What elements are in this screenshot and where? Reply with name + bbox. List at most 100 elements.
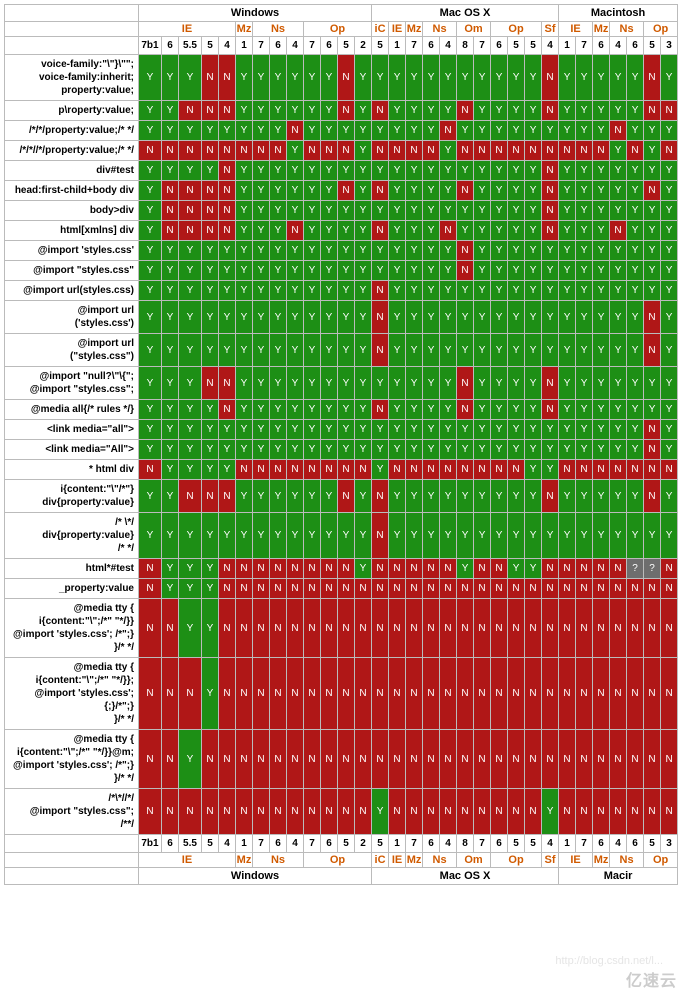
row-label: p\roperty:value; <box>5 101 139 121</box>
support-cell: N <box>627 789 644 835</box>
support-cell: N <box>236 599 253 658</box>
support-cell: Y <box>355 400 372 420</box>
support-cell: N <box>162 201 179 221</box>
support-cell: Y <box>525 261 542 281</box>
support-cell: Y <box>236 55 253 101</box>
support-cell: N <box>644 334 661 367</box>
support-cell: Y <box>287 201 304 221</box>
support-cell: N <box>372 730 389 789</box>
support-cell: Y <box>139 301 162 334</box>
support-cell: Y <box>389 480 406 513</box>
support-cell: Y <box>627 334 644 367</box>
row-label: /*/*//*/property:value;/* */ <box>5 141 139 161</box>
support-cell: Y <box>270 101 287 121</box>
support-cell: Y <box>423 301 440 334</box>
support-cell: Y <box>457 440 474 460</box>
support-cell: Y <box>321 400 338 420</box>
support-cell: N <box>457 460 474 480</box>
support-cell: N <box>661 730 678 789</box>
support-cell: N <box>542 480 559 513</box>
support-cell: Y <box>423 121 440 141</box>
support-cell: Y <box>491 420 508 440</box>
support-cell: Y <box>406 181 423 201</box>
row-label: div#test <box>5 161 139 181</box>
support-cell: Y <box>627 420 644 440</box>
row-label: @import "null?\"\{"; @import "styles.css… <box>5 367 139 400</box>
support-cell: Y <box>253 55 270 101</box>
support-cell: Y <box>661 241 678 261</box>
support-cell: Y <box>525 121 542 141</box>
support-cell: Y <box>593 201 610 221</box>
support-cell: Y <box>179 367 202 400</box>
support-cell: Y <box>139 221 162 241</box>
support-cell: Y <box>287 181 304 201</box>
support-cell: N <box>202 181 219 201</box>
support-cell: N <box>457 181 474 201</box>
support-cell: Y <box>525 480 542 513</box>
support-cell: N <box>627 579 644 599</box>
support-cell: N <box>389 789 406 835</box>
table-row: body>divYNNNNYYYYYYYYYYYYYYYYYYNYYYYYYY <box>5 201 678 221</box>
support-cell: N <box>219 579 236 599</box>
support-cell: N <box>338 141 355 161</box>
browser-header: Ns <box>610 22 644 37</box>
support-cell: Y <box>179 334 202 367</box>
row-label: <link media="All"> <box>5 440 139 460</box>
support-cell: Y <box>179 241 202 261</box>
support-cell: N <box>321 599 338 658</box>
support-cell: N <box>304 559 321 579</box>
support-cell: N <box>474 579 491 599</box>
support-cell: Y <box>576 400 593 420</box>
support-cell: N <box>627 460 644 480</box>
support-cell: N <box>610 221 627 241</box>
support-cell: N <box>423 599 440 658</box>
support-cell: Y <box>270 440 287 460</box>
support-cell: N <box>355 658 372 730</box>
support-cell: Y <box>661 440 678 460</box>
support-cell: N <box>355 460 372 480</box>
support-cell: Y <box>457 201 474 221</box>
support-cell: N <box>389 730 406 789</box>
support-cell: Y <box>270 161 287 181</box>
support-cell: Y <box>304 281 321 301</box>
support-cell: Y <box>491 101 508 121</box>
support-cell: N <box>610 789 627 835</box>
support-cell: N <box>219 367 236 400</box>
support-cell: Y <box>661 55 678 101</box>
support-cell: Y <box>236 480 253 513</box>
row-label: @media tty { i{content:"\";/*" "*/}} @im… <box>5 599 139 658</box>
support-cell: Y <box>661 400 678 420</box>
support-cell: Y <box>474 480 491 513</box>
support-cell: N <box>423 460 440 480</box>
support-cell: Y <box>508 261 525 281</box>
support-cell: N <box>162 221 179 241</box>
support-cell: N <box>474 730 491 789</box>
support-cell: Y <box>644 281 661 301</box>
support-cell: Y <box>610 334 627 367</box>
support-cell: Y <box>525 181 542 201</box>
version-header: 5 <box>372 37 389 55</box>
browser-header: Ns <box>253 22 304 37</box>
support-cell: Y <box>253 334 270 367</box>
support-cell: Y <box>661 420 678 440</box>
table-row: _property:valueNYYYNNNNNNNNNNNNNNNNNNNNN… <box>5 579 678 599</box>
support-cell: N <box>576 730 593 789</box>
support-cell: N <box>253 559 270 579</box>
support-cell: N <box>304 579 321 599</box>
version-header: 7 <box>253 37 270 55</box>
support-cell: Y <box>338 513 355 559</box>
support-cell: N <box>389 658 406 730</box>
support-cell: Y <box>406 513 423 559</box>
support-cell: Y <box>162 480 179 513</box>
support-cell: N <box>474 599 491 658</box>
support-cell: N <box>406 141 423 161</box>
support-cell: Y <box>179 301 202 334</box>
support-cell: Y <box>202 334 219 367</box>
support-cell: Y <box>406 420 423 440</box>
support-cell: N <box>559 460 576 480</box>
support-cell: N <box>304 658 321 730</box>
support-cell: Y <box>593 513 610 559</box>
support-cell: N <box>139 559 162 579</box>
support-cell: Y <box>661 281 678 301</box>
support-cell: N <box>508 141 525 161</box>
